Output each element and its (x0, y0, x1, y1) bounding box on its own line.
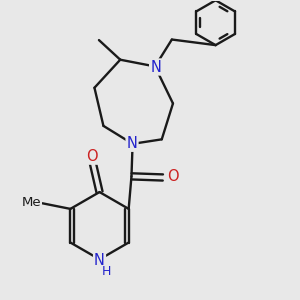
Text: H: H (102, 265, 112, 278)
Text: N: N (94, 253, 105, 268)
Text: O: O (167, 169, 179, 184)
Text: N: N (150, 59, 161, 74)
Text: Me: Me (21, 196, 41, 209)
Text: N: N (127, 136, 137, 151)
Text: O: O (86, 149, 98, 164)
